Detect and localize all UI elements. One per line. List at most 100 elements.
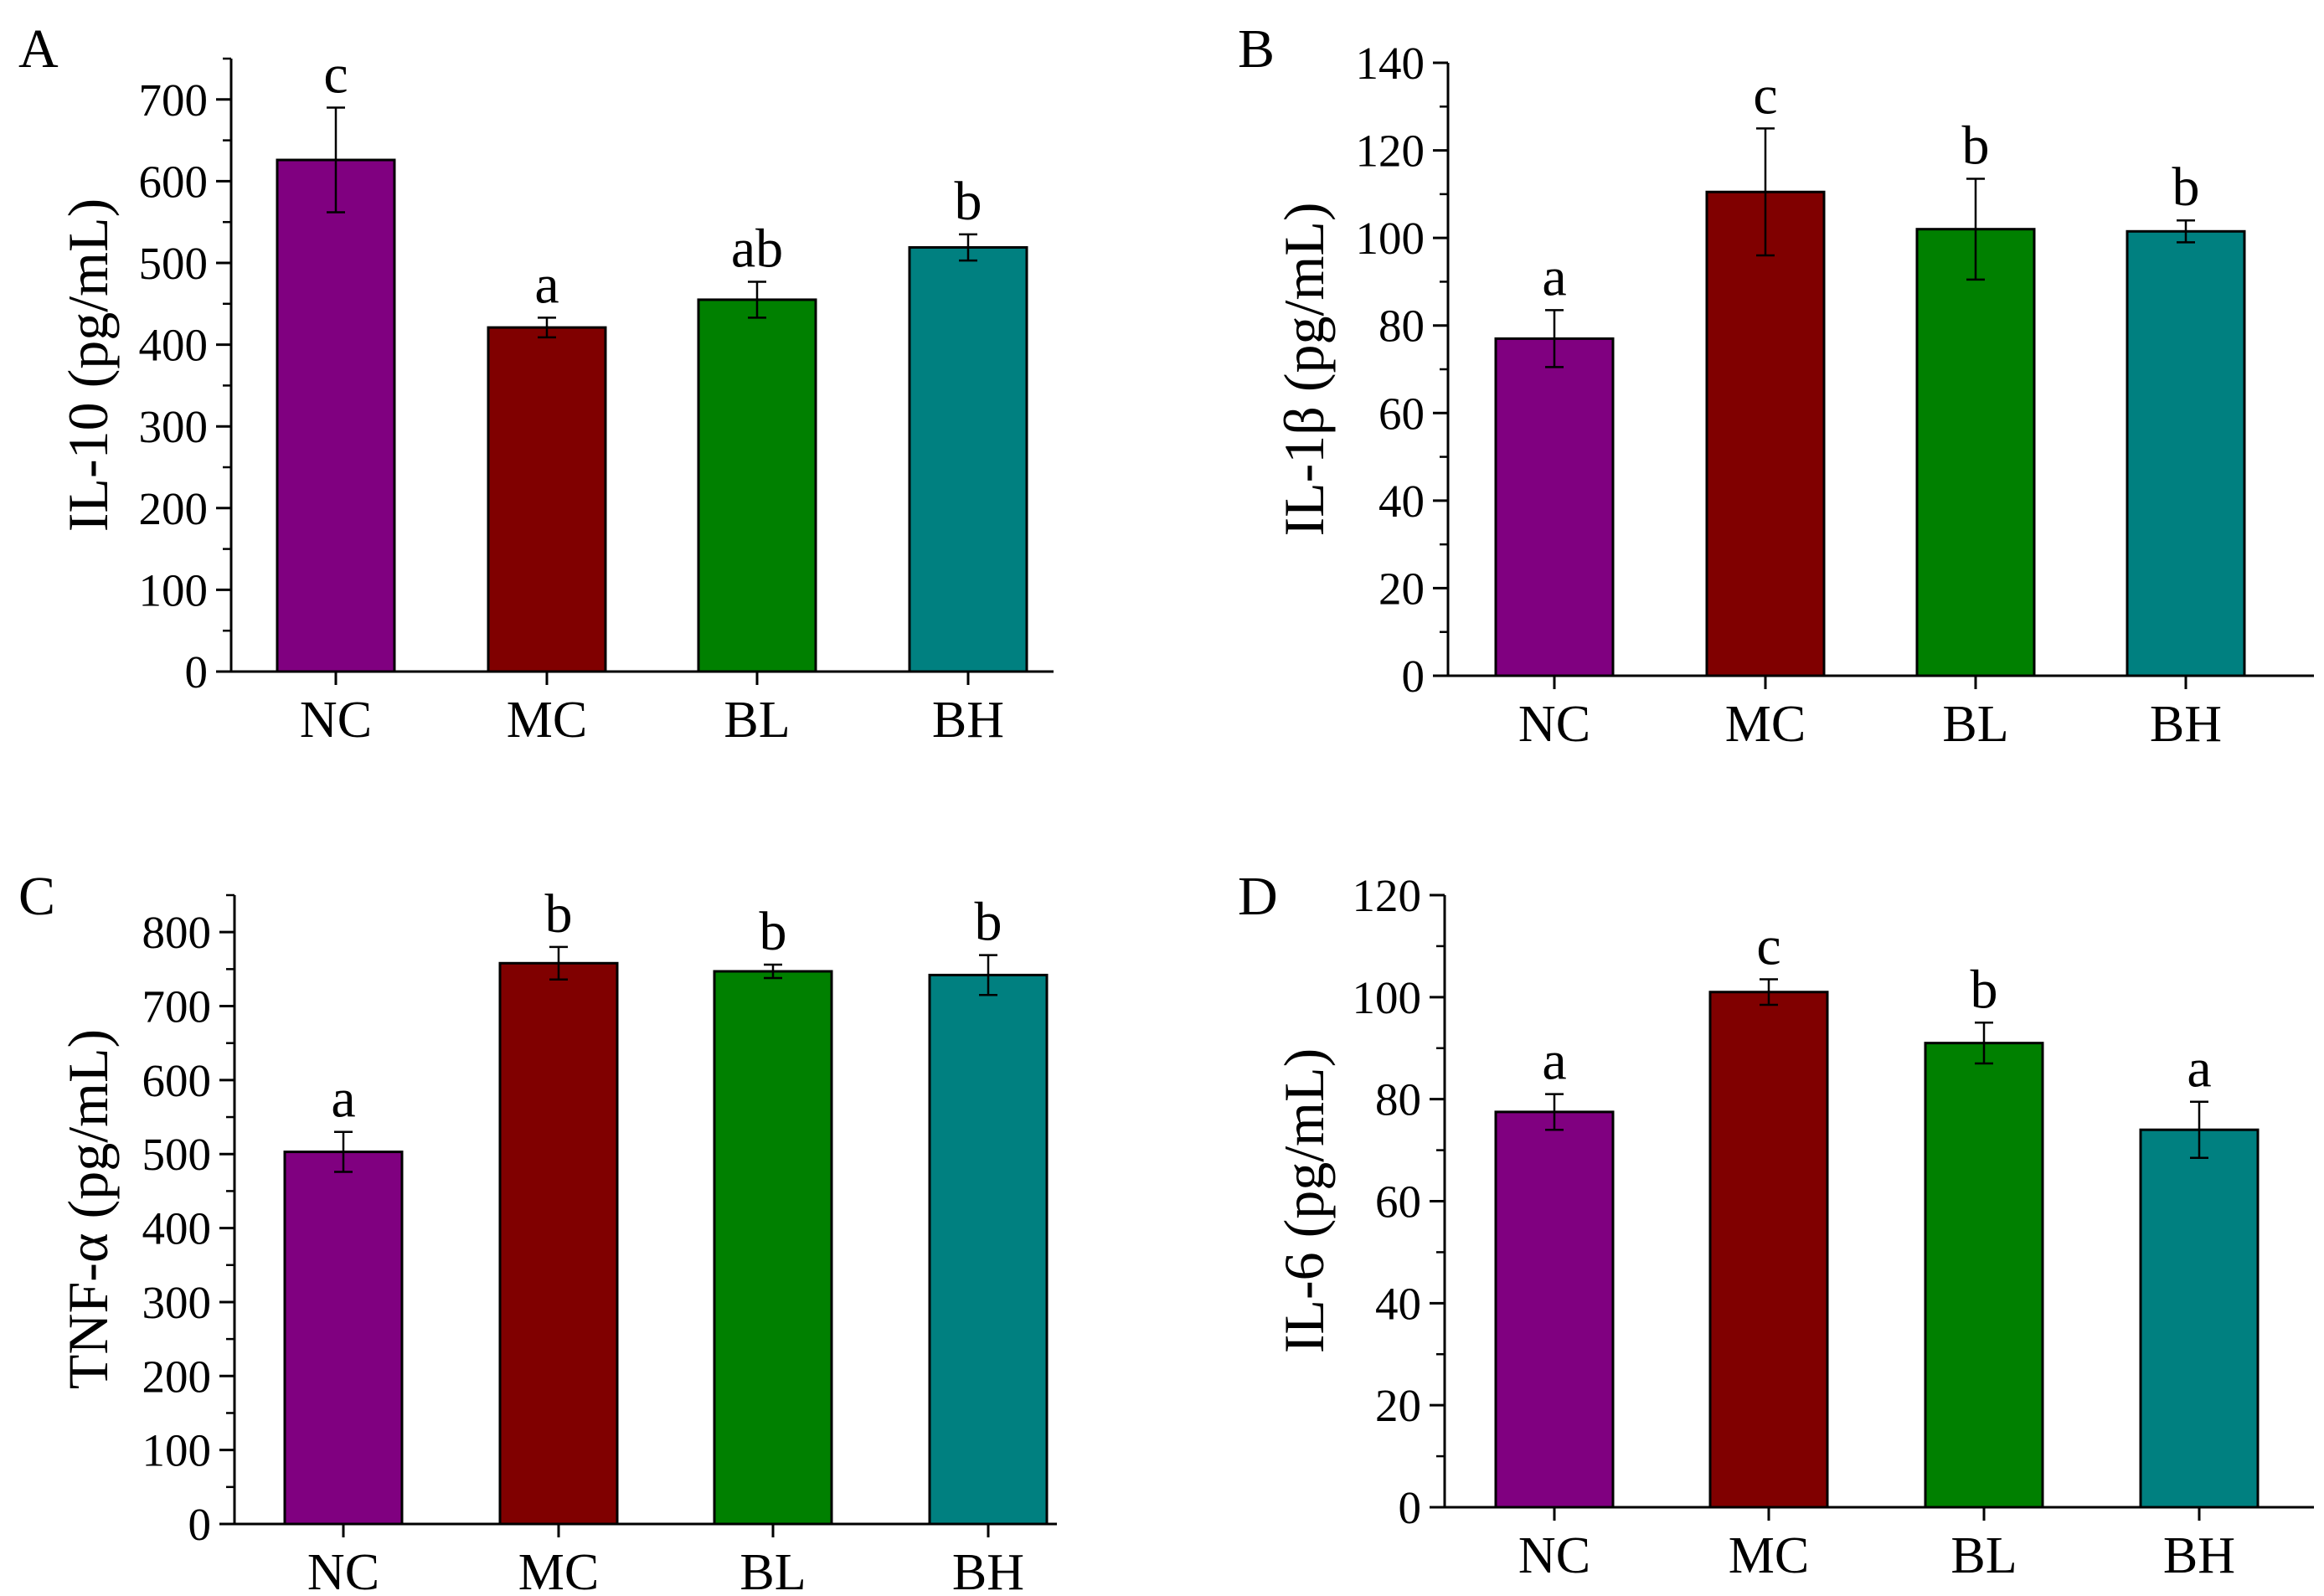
significance-label-mc: c (1756, 916, 1780, 977)
y-tick-label: 40 (1378, 476, 1425, 527)
bar-mc (1708, 991, 1829, 1509)
significance-label-bl: b (1971, 959, 1998, 1020)
x-tick-label-bh: BH (2150, 696, 2222, 753)
panel-letter-c: C (18, 866, 55, 927)
y-tick-label: 0 (188, 1499, 212, 1550)
significance-label-bh: b (2172, 157, 2200, 218)
bar-bl (1915, 228, 2036, 677)
bar-bl (1924, 1042, 2044, 1509)
y-tick-label: 100 (142, 1425, 212, 1476)
y-tick-label: 60 (1378, 388, 1425, 439)
significance-label-nc: a (331, 1068, 355, 1130)
error-bar-bl (1966, 178, 1985, 281)
significance-label-mc: a (534, 254, 559, 315)
y-tick-label: 0 (1399, 1482, 1422, 1533)
y-tick-label: 0 (185, 646, 209, 698)
y-tick-label: 300 (142, 1277, 212, 1328)
x-tick-label-bl: BL (724, 692, 790, 749)
error-bar-bh (2177, 219, 2195, 244)
bar-nc (1494, 1110, 1615, 1509)
panel-b: B IL-1β (pg/mL) a NC c MC b BL b BH 0 20 40 60 80 100… (1238, 18, 2314, 753)
y-tick-label: 120 (1356, 126, 1425, 177)
y-axis-title-a: IL-10 (pg/mL) (56, 198, 120, 532)
bar-bh (2139, 1128, 2260, 1509)
y-tick-label: 20 (1378, 563, 1425, 614)
panel-a: A IL-10 (pg/mL) c NC a MC ab BL b BH 0 100 200 300 4… (18, 18, 1054, 749)
y-tick-label: 80 (1378, 301, 1425, 352)
y-tick-label: 100 (1353, 972, 1422, 1023)
significance-label-mc: b (545, 883, 573, 945)
y-tick-label: 800 (142, 907, 212, 958)
bar-nc (283, 1151, 404, 1526)
error-bar-nc (334, 1130, 353, 1173)
error-bar-mc (1756, 127, 1775, 257)
y-tick-label: 200 (139, 483, 209, 534)
y-tick-label: 120 (1353, 870, 1422, 921)
y-axis-title-d: IL-6 (pg/mL) (1272, 1048, 1336, 1353)
significance-label-nc: c (323, 44, 348, 106)
y-tick-label: 200 (142, 1351, 212, 1402)
significance-label-bl: ab (731, 218, 783, 279)
y-tick-label: 20 (1375, 1380, 1421, 1431)
panel-letter-d: D (1238, 866, 1278, 927)
error-bar-mc (1760, 978, 1778, 1007)
bar-mc (487, 326, 607, 673)
y-tick-label: 300 (139, 401, 209, 452)
significance-label-nc: a (1542, 246, 1566, 307)
y-tick-label: 400 (142, 1203, 212, 1254)
bar-mc (1705, 190, 1826, 677)
bar-bl (697, 298, 817, 673)
error-bar-nc (1545, 309, 1564, 368)
error-bar-bh (979, 954, 997, 996)
significance-label-nc: a (1542, 1031, 1566, 1092)
error-bar-bl (764, 963, 782, 980)
error-bar-bh (959, 233, 977, 262)
y-tick-label: 100 (1356, 213, 1425, 264)
y-tick-label: 40 (1375, 1278, 1421, 1329)
x-tick-label-bh: BH (952, 1544, 1024, 1596)
x-tick-label-nc: NC (307, 1544, 379, 1596)
bar-mc (498, 961, 619, 1526)
y-tick-label: 60 (1375, 1176, 1421, 1228)
significance-label-mc: c (1753, 64, 1777, 126)
bar-nc (276, 158, 396, 673)
x-tick-label-bl: BL (739, 1544, 806, 1596)
y-tick-label: 400 (139, 320, 209, 371)
error-bar-bl (1975, 1022, 1993, 1065)
y-tick-label: 700 (142, 981, 212, 1032)
y-tick-label: 140 (1356, 38, 1425, 89)
y-tick-label: 500 (142, 1129, 212, 1180)
x-tick-label-nc: NC (1518, 696, 1590, 753)
x-tick-label-bl: BL (1942, 696, 2008, 753)
y-tick-label: 500 (139, 238, 209, 289)
panel-letter-b: B (1238, 18, 1275, 80)
panel-d: D IL-6 (pg/mL) a NC c MC b BL a BH 0 20 40 60 80 100 1… (1238, 866, 2314, 1584)
error-bar-mc (549, 945, 568, 981)
significance-label-bl: b (760, 901, 787, 962)
error-bar-bh (2190, 1100, 2208, 1159)
bar-bh (928, 973, 1049, 1526)
significance-label-bh: b (975, 892, 1002, 953)
bar-bh (908, 245, 1028, 673)
x-tick-label-bl: BL (1950, 1527, 2017, 1584)
error-bar-nc (1545, 1093, 1564, 1131)
y-tick-label: 700 (139, 75, 209, 126)
x-tick-label-mc: MC (507, 692, 587, 749)
x-tick-label-bh: BH (932, 692, 1004, 749)
significance-label-bh: a (2187, 1038, 2211, 1099)
significance-label-bl: b (1962, 116, 1990, 177)
x-tick-label-nc: NC (1518, 1527, 1590, 1584)
bar-bh (2126, 229, 2246, 677)
bar-nc (1494, 337, 1615, 677)
x-tick-label-nc: NC (300, 692, 372, 749)
error-bar-mc (538, 317, 556, 339)
y-axis-title-c: TNF-α (pg/mL) (56, 1029, 120, 1389)
bar-bl (713, 970, 833, 1526)
y-tick-label: 80 (1375, 1074, 1421, 1125)
significance-label-bh: b (955, 171, 982, 232)
y-tick-label: 0 (1402, 651, 1425, 702)
x-tick-label-mc: MC (518, 1544, 599, 1596)
y-axis-title-b: IL-1β (pg/mL) (1272, 202, 1336, 536)
x-tick-label-mc: MC (1729, 1527, 1809, 1584)
